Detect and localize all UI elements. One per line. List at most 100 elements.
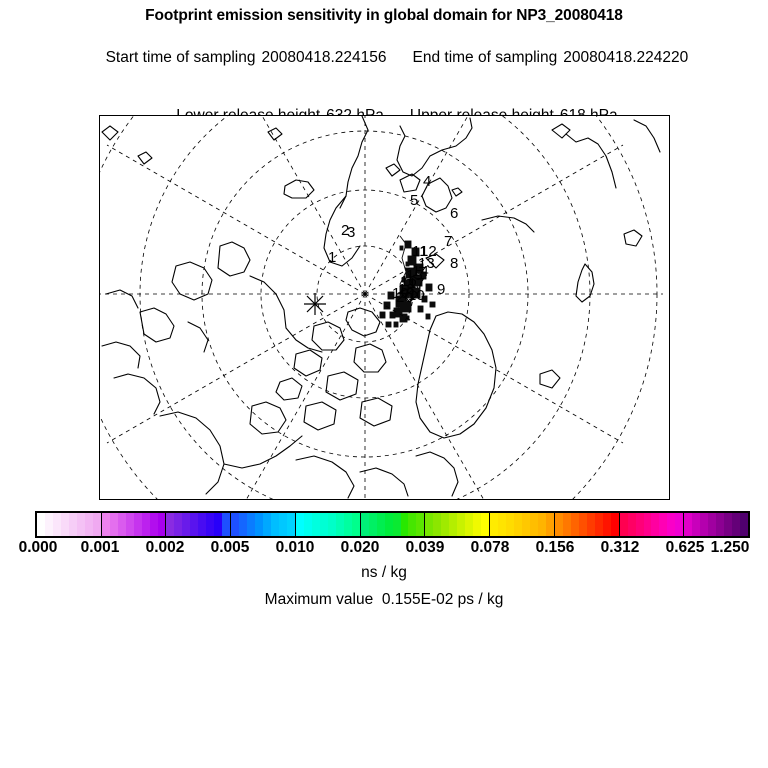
colorbar-segment-6	[425, 513, 491, 536]
colorbar-step-10-7	[740, 513, 749, 536]
colorbar-tick-6: 0.039	[405, 539, 445, 556]
colorbar-step-4-6	[343, 513, 352, 536]
age-label-12: 12	[420, 243, 437, 260]
colorbar-step-9-0	[619, 513, 628, 536]
colorbar-step-5-2	[376, 513, 385, 536]
age-label-19: 19	[392, 285, 409, 302]
colorbar-step-6-6	[473, 513, 482, 536]
colorbar-segment-7	[490, 513, 555, 536]
colorbar-tick-3: 0.005	[210, 539, 250, 556]
colorbar-step-4-5	[335, 513, 344, 536]
age-label-14: 14	[412, 263, 429, 280]
colorbar-tick-2: 0.002	[145, 539, 185, 556]
colorbar-step-7-7	[545, 513, 554, 536]
colorbar-step-3-7	[286, 513, 295, 536]
colorbar-step-1-3	[125, 513, 134, 536]
graticule-meridians	[100, 116, 663, 499]
age-label-6: 6	[450, 205, 459, 222]
colorbar-step-8-7	[610, 513, 619, 536]
colorbar-step-5-3	[384, 513, 393, 536]
colorbar-step-0-4	[68, 513, 77, 536]
colorbar-tick-0: 0.000	[18, 539, 58, 556]
colorbar-step-4-3	[319, 513, 328, 536]
colorbar-step-8-3	[578, 513, 587, 536]
colorbar-step-1-1	[109, 513, 118, 536]
age-label-5: 5	[410, 192, 419, 209]
colorbar-segment-8	[554, 513, 620, 536]
colorbar-step-9-3	[643, 513, 652, 536]
colorbar-step-5-0	[360, 513, 369, 536]
colorbar-tick-5: 0.020	[340, 539, 380, 556]
colorbar-tick-7: 0.078	[470, 539, 510, 556]
polar-map-svg	[100, 116, 663, 499]
colorbar-step-2-1	[174, 513, 183, 536]
colorbar-step-3-0	[231, 513, 240, 536]
age-label-7: 7	[444, 233, 453, 250]
colorbar-step-0-5	[76, 513, 85, 536]
colorbar-step-8-2	[570, 513, 579, 536]
colorbar-step-1-5	[141, 513, 150, 536]
colorbar-step-7-4	[522, 513, 530, 536]
colorbar-step-1-2	[117, 513, 126, 536]
maximum-value-text: Maximum value	[264, 591, 374, 608]
colorbar-step-10-3	[708, 513, 717, 536]
colorbar-tick-11: 1.250	[710, 539, 750, 556]
colorbar-segment-2	[166, 513, 232, 536]
colorbar-step-3-4	[263, 513, 272, 536]
colorbar-step-6-2	[441, 513, 450, 536]
colorbar-step-4-2	[311, 513, 320, 536]
colorbar-step-0-7	[92, 513, 101, 536]
colorbar-step-0-3	[60, 513, 69, 536]
maximum-value-number: 0.155E-02 ps / kg	[381, 591, 504, 608]
colorbar-step-4-4	[327, 513, 336, 536]
colorbar-step-5-7	[416, 513, 425, 536]
colorbar-segment-9	[619, 513, 685, 536]
colorbar-step-2-6	[214, 513, 223, 536]
colorbar-step-0-2	[52, 513, 61, 536]
colorbar-step-9-1	[627, 513, 636, 536]
coastlines	[101, 116, 661, 499]
colorbar-step-10-2	[700, 513, 709, 536]
colorbar-step-7-5	[529, 513, 538, 536]
colorbar-step-9-4	[651, 513, 660, 536]
colorbar-segment-10	[684, 513, 749, 536]
colorbar-step-6-1	[433, 513, 442, 536]
colorbar-step-4-7	[351, 513, 360, 536]
colorbar-segment-5	[360, 513, 426, 536]
colorbar-step-8-6	[602, 513, 611, 536]
colorbar-step-3-1	[239, 513, 248, 536]
age-label-2: 2	[341, 222, 350, 239]
colorbar-step-10-0	[684, 513, 693, 536]
colorbar-step-8-5	[594, 513, 603, 536]
colorbar-unit-label: ns / kg	[361, 564, 407, 581]
colorbar-step-2-2	[182, 513, 191, 536]
age-label-16: 16	[400, 273, 417, 290]
colorbar-step-9-6	[667, 513, 676, 536]
colorbar-step-3-2	[247, 513, 256, 536]
age-label-1: 1	[328, 249, 337, 266]
colorbar-step-0-0	[37, 513, 45, 536]
colorbar-step-0-1	[44, 513, 53, 536]
colorbar-step-6-4	[457, 513, 466, 536]
colorbar-tick-4: 0.010	[275, 539, 315, 556]
colorbar-step-7-6	[537, 513, 546, 536]
age-label-18: 18	[398, 281, 415, 298]
colorbar-step-1-4	[133, 513, 142, 536]
colorbar-tick-labels: 0.000 0.001 0.002 0.005 0.010 0.020 0.039 0.078…	[0, 540, 768, 558]
age-label-11: 11	[412, 243, 428, 260]
colorbar-step-8-0	[554, 513, 563, 536]
colorbar-step-7-3	[514, 513, 523, 536]
age-label-15: 15	[406, 267, 423, 284]
colorbar-step-7-2	[506, 513, 515, 536]
colorbar-step-5-5	[400, 513, 409, 536]
colorbar-step-5-6	[408, 513, 417, 536]
colorbar-step-9-2	[635, 513, 644, 536]
age-label-3: 3	[347, 224, 356, 241]
colorbar-tick-1: 0.001	[80, 539, 120, 556]
colorbar-step-1-0	[101, 513, 110, 536]
colorbar-step-2-7	[222, 513, 231, 536]
colorbar-step-6-5	[465, 513, 474, 536]
colorbar-step-9-5	[659, 513, 668, 536]
colorbar-step-5-4	[392, 513, 401, 536]
